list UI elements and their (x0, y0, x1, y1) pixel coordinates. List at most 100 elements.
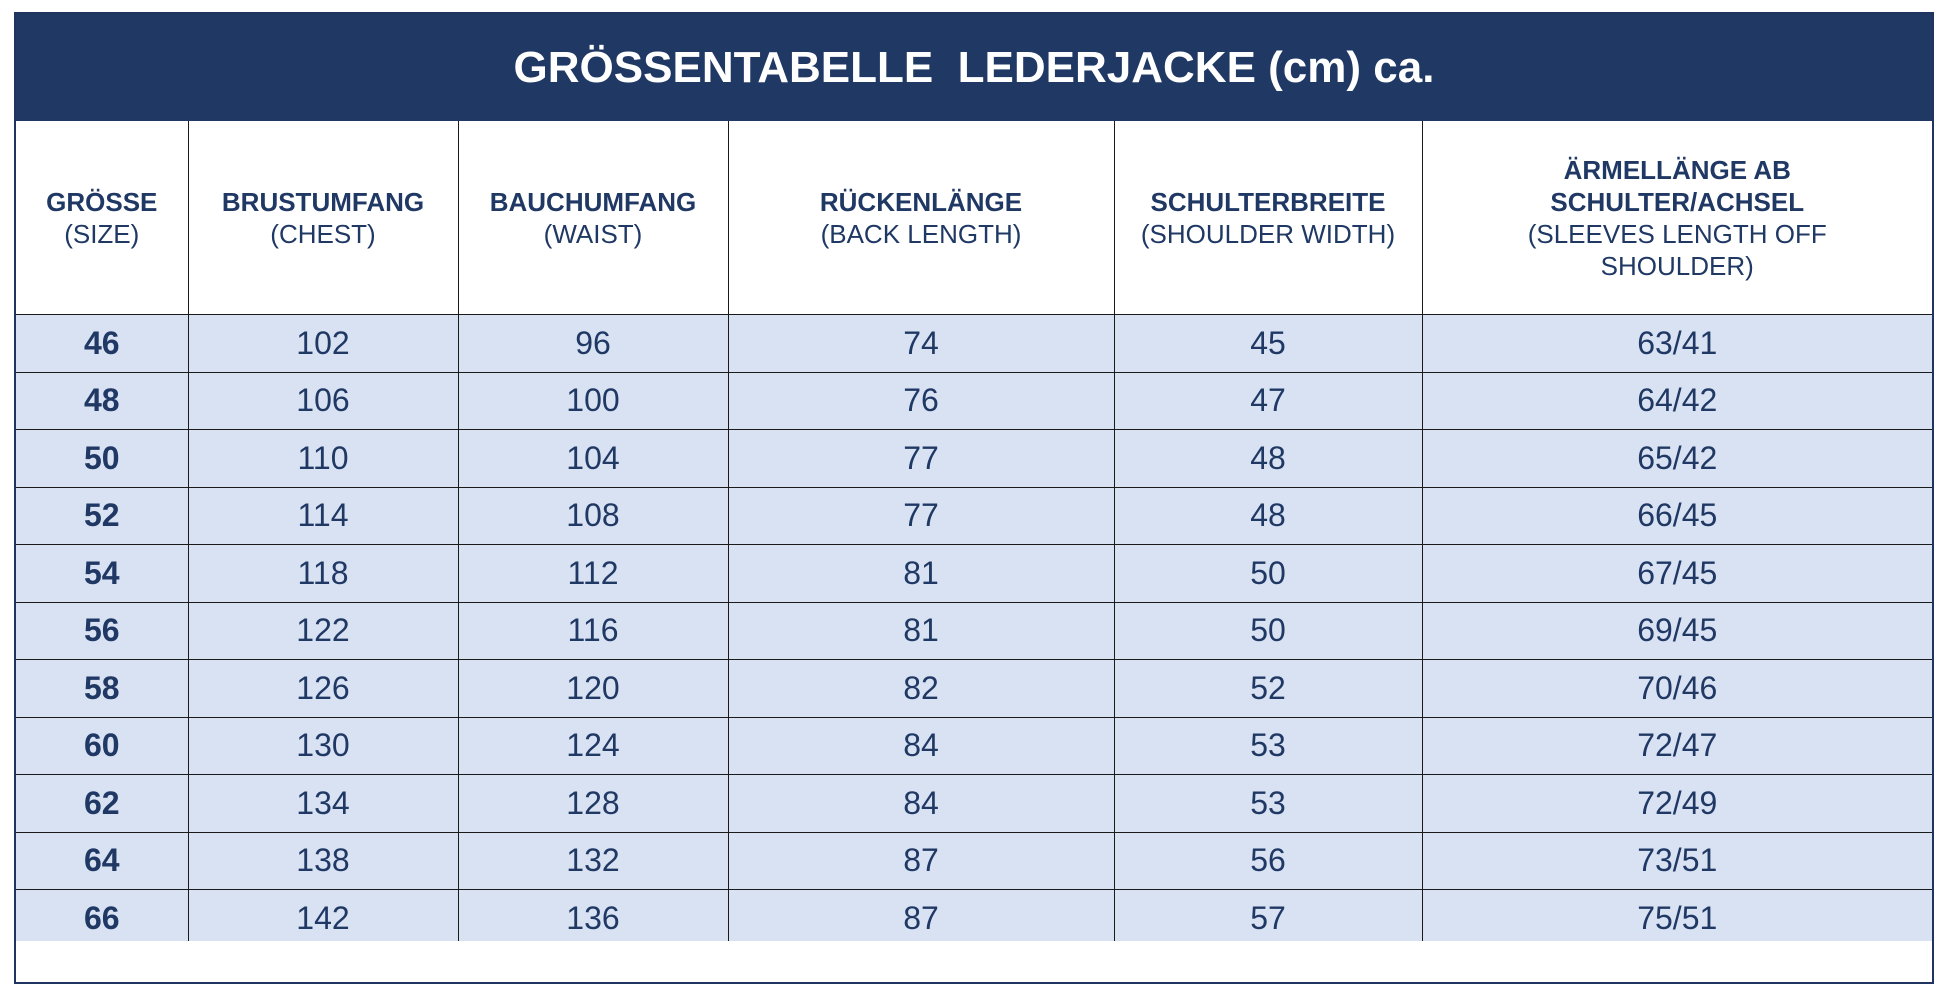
sleeve-length-cell: 69/45 (1421, 601, 1932, 660)
size-cell: 60 (16, 716, 189, 775)
size-cell: 62 (16, 774, 189, 833)
waist-cell: 100 (457, 371, 729, 430)
table-row: 48 106 100 76 47 64/42 (16, 371, 1932, 430)
shoulder-width-cell: 53 (1113, 774, 1423, 833)
waist-cell: 108 (457, 486, 729, 545)
size-chart-sheet: GRÖSSENTABELLE LEDERJACKE (cm) ca. GRÖSS… (14, 12, 1934, 984)
column-header-main: SCHULTERBREITE (1150, 186, 1386, 217)
shoulder-width-cell: 48 (1113, 429, 1423, 488)
shoulder-width-cell: 47 (1113, 371, 1423, 430)
waist-cell: 136 (457, 889, 729, 948)
column-header-sub: (WAIST) (543, 218, 643, 249)
back-length-cell: 77 (727, 429, 1115, 488)
table-row: 58 126 120 82 52 70/46 (16, 659, 1932, 718)
column-header-sub: (SHOULDER WIDTH) (1140, 218, 1396, 249)
shoulder-width-cell: 53 (1113, 716, 1423, 775)
table-body: 46 102 96 74 45 63/41 48 106 100 76 47 64/42 50 110 10… (16, 314, 1932, 948)
size-cell: 58 (16, 659, 189, 718)
sleeve-length-cell: 65/42 (1421, 429, 1932, 488)
size-cell: 52 (16, 486, 189, 545)
chest-cell: 130 (187, 716, 459, 775)
waist-cell: 128 (457, 774, 729, 833)
table-row: 52 114 108 77 48 66/45 (16, 486, 1932, 545)
size-cell: 46 (16, 314, 189, 373)
column-header-shoulder-width: SCHULTERBREITE (SHOULDER WIDTH) (1113, 121, 1423, 315)
back-length-cell: 81 (727, 544, 1115, 603)
back-length-cell: 87 (727, 889, 1115, 948)
sleeve-length-cell: 72/47 (1421, 716, 1932, 775)
table-footer-row (16, 941, 1932, 982)
back-length-cell: 77 (727, 486, 1115, 545)
chest-cell: 106 (187, 371, 459, 430)
shoulder-width-cell: 45 (1113, 314, 1423, 373)
column-header-main: ÄRMELLÄNGE AB SCHULTER/ACHSEL (1550, 154, 1805, 217)
column-header-sub: (BACK LENGTH) (820, 218, 1022, 249)
table-row: 60 130 124 84 53 72/47 (16, 716, 1932, 775)
column-header-sub: (SLEEVES LENGTH OFF SHOULDER) (1527, 218, 1827, 281)
waist-cell: 112 (457, 544, 729, 603)
waist-cell: 116 (457, 601, 729, 660)
sleeve-length-cell: 67/45 (1421, 544, 1932, 603)
column-header-sub: (SIZE) (64, 218, 140, 249)
size-cell: 50 (16, 429, 189, 488)
table-row: 50 110 104 77 48 65/42 (16, 429, 1932, 488)
column-header-sleeve-length: ÄRMELLÄNGE AB SCHULTER/ACHSEL (SLEEVES L… (1421, 121, 1932, 315)
waist-cell: 120 (457, 659, 729, 718)
column-header-size: GRÖSSE (SIZE) (16, 121, 189, 315)
shoulder-width-cell: 57 (1113, 889, 1423, 948)
table-row: 62 134 128 84 53 72/49 (16, 774, 1932, 833)
chest-cell: 102 (187, 314, 459, 373)
shoulder-width-cell: 56 (1113, 831, 1423, 890)
column-header-chest: BRUSTUMFANG (CHEST) (187, 121, 459, 315)
shoulder-width-cell: 50 (1113, 544, 1423, 603)
table-row: 64 138 132 87 56 73/51 (16, 831, 1932, 890)
shoulder-width-cell: 48 (1113, 486, 1423, 545)
back-length-cell: 87 (727, 831, 1115, 890)
chest-cell: 126 (187, 659, 459, 718)
chest-cell: 134 (187, 774, 459, 833)
back-length-cell: 82 (727, 659, 1115, 718)
shoulder-width-cell: 52 (1113, 659, 1423, 718)
column-header-waist: BAUCHUMFANG (WAIST) (457, 121, 729, 315)
chest-cell: 142 (187, 889, 459, 948)
size-chart-title: GRÖSSENTABELLE LEDERJACKE (cm) ca. (16, 14, 1932, 121)
size-cell: 54 (16, 544, 189, 603)
back-length-cell: 76 (727, 371, 1115, 430)
column-header-main: RÜCKENLÄNGE (819, 186, 1023, 217)
column-header-main: BRUSTUMFANG (221, 186, 425, 217)
size-cell: 48 (16, 371, 189, 430)
sleeve-length-cell: 63/41 (1421, 314, 1932, 373)
size-cell: 56 (16, 601, 189, 660)
back-length-cell: 84 (727, 774, 1115, 833)
size-table: GRÖSSE (SIZE) BRUSTUMFANG (CHEST) BAUCHU… (16, 121, 1932, 948)
chest-cell: 110 (187, 429, 459, 488)
back-length-cell: 81 (727, 601, 1115, 660)
waist-cell: 124 (457, 716, 729, 775)
sleeve-length-cell: 66/45 (1421, 486, 1932, 545)
sleeve-length-cell: 64/42 (1421, 371, 1932, 430)
column-header-sub: (CHEST) (270, 218, 376, 249)
chest-cell: 122 (187, 601, 459, 660)
sleeve-length-cell: 75/51 (1421, 889, 1932, 948)
table-row: 66 142 136 87 57 75/51 (16, 889, 1932, 948)
sleeve-length-cell: 72/49 (1421, 774, 1932, 833)
chest-cell: 138 (187, 831, 459, 890)
waist-cell: 96 (457, 314, 729, 373)
column-header-main: BAUCHUMFANG (489, 186, 697, 217)
waist-cell: 104 (457, 429, 729, 488)
column-header-back-length: RÜCKENLÄNGE (BACK LENGTH) (727, 121, 1115, 315)
chest-cell: 118 (187, 544, 459, 603)
size-cell: 66 (16, 889, 189, 948)
table-row: 46 102 96 74 45 63/41 (16, 314, 1932, 373)
column-header-main: GRÖSSE (46, 186, 158, 217)
shoulder-width-cell: 50 (1113, 601, 1423, 660)
back-length-cell: 74 (727, 314, 1115, 373)
back-length-cell: 84 (727, 716, 1115, 775)
table-row: 56 122 116 81 50 69/45 (16, 601, 1932, 660)
chest-cell: 114 (187, 486, 459, 545)
table-header-row: GRÖSSE (SIZE) BRUSTUMFANG (CHEST) BAUCHU… (16, 121, 1932, 315)
size-cell: 64 (16, 831, 189, 890)
table-row: 54 118 112 81 50 67/45 (16, 544, 1932, 603)
sleeve-length-cell: 73/51 (1421, 831, 1932, 890)
waist-cell: 132 (457, 831, 729, 890)
